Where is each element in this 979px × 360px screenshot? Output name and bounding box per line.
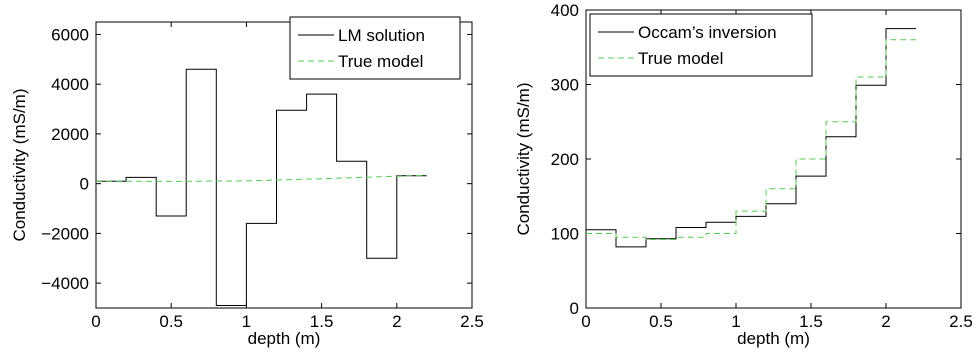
legend-label: True model: [338, 52, 423, 71]
y-tick-label: −2000: [41, 224, 89, 243]
y-tick-label: 2000: [51, 125, 89, 144]
y-tick-label: 0: [570, 299, 579, 318]
x-tick-label: 0: [581, 312, 590, 331]
y-tick-label: 4000: [51, 75, 89, 94]
y-tick-label: 100: [551, 225, 579, 244]
x-tick-label: 2: [881, 312, 890, 331]
x-tick-label: 2.5: [460, 312, 484, 331]
x-tick-label: 2: [392, 312, 401, 331]
legend-box: [289, 16, 461, 80]
x-tick-label: 0.5: [159, 312, 183, 331]
series-line-2: [95, 174, 427, 182]
y-tick-label: 400: [551, 1, 579, 20]
legend-label: Occam’s inversion: [638, 23, 777, 42]
series-line-2: [586, 39, 916, 240]
x-tick-label: 0: [91, 312, 100, 331]
chart-1: 0 0.5 1 1.5 2 2.5 −4000 −2000 0 2000 4000 6000 depth…: [10, 16, 484, 348]
x-tick-label: 1: [731, 312, 740, 331]
x-tick-label: 1.5: [799, 312, 823, 331]
legend-box: [589, 13, 813, 77]
y-axis-label: Conductivity (mS/m): [10, 88, 29, 241]
y-axis-label: Conductivity (mS/m): [514, 82, 533, 235]
y-tick-label: −4000: [41, 274, 89, 293]
legend-label: LM solution: [338, 26, 425, 45]
y-tick-label: 6000: [51, 25, 89, 44]
plot-frame: [95, 21, 473, 309]
x-tick-label: 2.5: [949, 312, 973, 331]
legend: LM solution True model: [289, 16, 461, 80]
chart-2: 0 0.5 1 1.5 2 2.5 0 100 200 300 400 depth (m) Conduc…: [514, 1, 973, 348]
y-tick-label: 0: [80, 175, 89, 194]
x-axis-label: depth (m): [248, 329, 321, 348]
x-tick-label: 0.5: [649, 312, 673, 331]
series-line-1: [96, 68, 427, 306]
x-tick-label: 1: [242, 312, 251, 331]
x-axis-label: depth (m): [737, 329, 810, 348]
legend: Occam’s inversion True model: [589, 13, 813, 77]
x-tick-label: 1.5: [310, 312, 334, 331]
y-tick-label: 200: [551, 150, 579, 169]
legend-label: True model: [638, 49, 723, 68]
y-tick-label: 300: [551, 76, 579, 95]
